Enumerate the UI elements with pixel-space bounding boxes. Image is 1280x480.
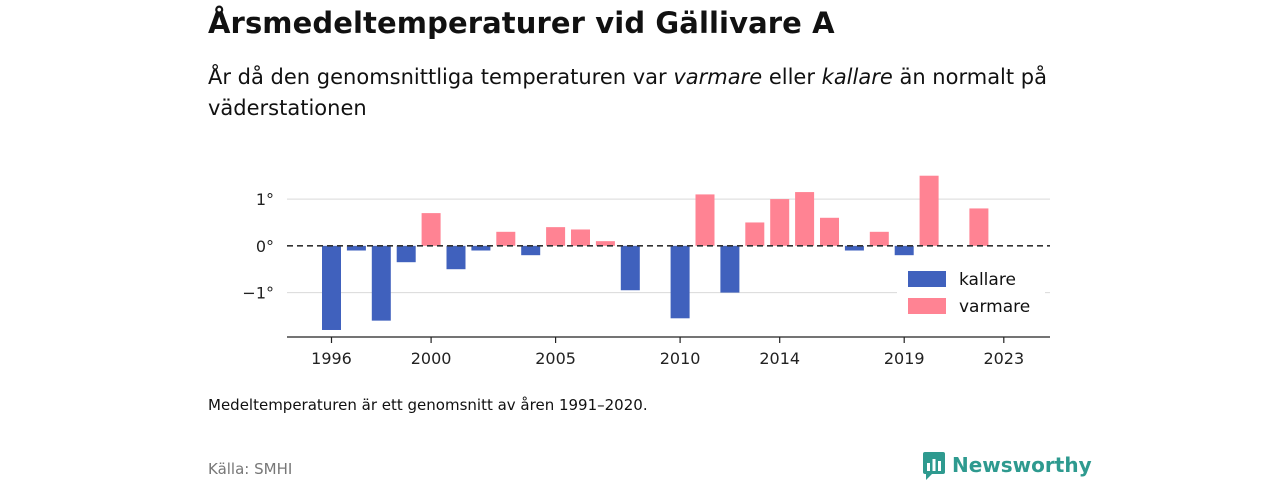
y-tick-label: 0° [256, 237, 274, 256]
x-axis-ticks: 1996 2000 2005 2010 2014 2019 2023 [311, 337, 1024, 368]
x-tick-label: 2019 [884, 349, 925, 368]
subtitle-pre: År då den genomsnittliga temperaturen va… [208, 65, 674, 89]
chart-subtitle: År då den genomsnittliga temperaturen va… [208, 62, 1068, 124]
bar-2016 [820, 217, 839, 246]
bar-1999 [396, 245, 416, 263]
bar-2007 [595, 241, 615, 246]
x-tick-label: 1996 [311, 349, 352, 368]
bar-2005 [546, 227, 566, 246]
legend-swatch [908, 271, 946, 287]
newsworthy-chart-icon [923, 452, 945, 480]
subtitle-cold: kallare [821, 65, 893, 89]
bars [322, 175, 989, 330]
y-tick-label: −1° [242, 284, 274, 303]
x-tick-label: 2010 [660, 349, 701, 368]
subtitle-mid: eller [762, 65, 822, 89]
bar-2014 [770, 199, 790, 246]
legend-swatch [908, 298, 946, 314]
bar-2022 [969, 208, 989, 246]
brand-logo[interactable]: Newsworthy [922, 450, 1092, 480]
subtitle-post: än normalt på väderstationen [208, 65, 1047, 120]
x-tick-label: 2000 [411, 349, 452, 368]
bar-2010 [670, 245, 690, 319]
bar-1998 [371, 245, 391, 321]
bar-2013 [745, 222, 765, 246]
bar-2001 [446, 245, 466, 270]
bar-2008 [620, 245, 640, 291]
bar-2018 [869, 231, 889, 246]
subtitle-warm: varmare [673, 65, 763, 89]
bar-2002 [471, 245, 491, 251]
bar-2020 [919, 175, 939, 246]
x-tick-label: 2005 [535, 349, 576, 368]
bar-2004 [521, 245, 541, 256]
bar-2003 [496, 231, 516, 246]
brand-name: Newsworthy [952, 453, 1092, 477]
bar-2019 [894, 245, 914, 256]
legend-label: varmare [959, 297, 1030, 317]
bar-1996 [322, 245, 341, 330]
footnote: Medeltemperaturen är ett genomsnitt av å… [208, 396, 648, 414]
bar-2006 [571, 229, 590, 246]
y-tick-label: 1° [256, 190, 274, 209]
source-credit: Källa: SMHI [208, 460, 293, 478]
chart-title: Årsmedeltemperaturer vid Gällivare A [208, 6, 835, 40]
bar-2015 [795, 192, 815, 246]
x-tick-label: 2014 [759, 349, 800, 368]
bar-2017 [844, 245, 864, 251]
bar-2011 [695, 194, 715, 246]
bar-1997 [346, 245, 366, 251]
bar-2000 [421, 213, 441, 246]
legend-label: kallare [959, 270, 1016, 290]
bar-2012 [720, 245, 740, 293]
y-axis-ticks: 1° 0° −1° [242, 190, 274, 303]
legend: kallare varmare [897, 266, 1045, 322]
x-tick-label: 2023 [983, 349, 1024, 368]
bar-chart: 1° 0° −1° 1996 2000 2005 2010 2014 2019 2023 kal… [242, 175, 1050, 368]
